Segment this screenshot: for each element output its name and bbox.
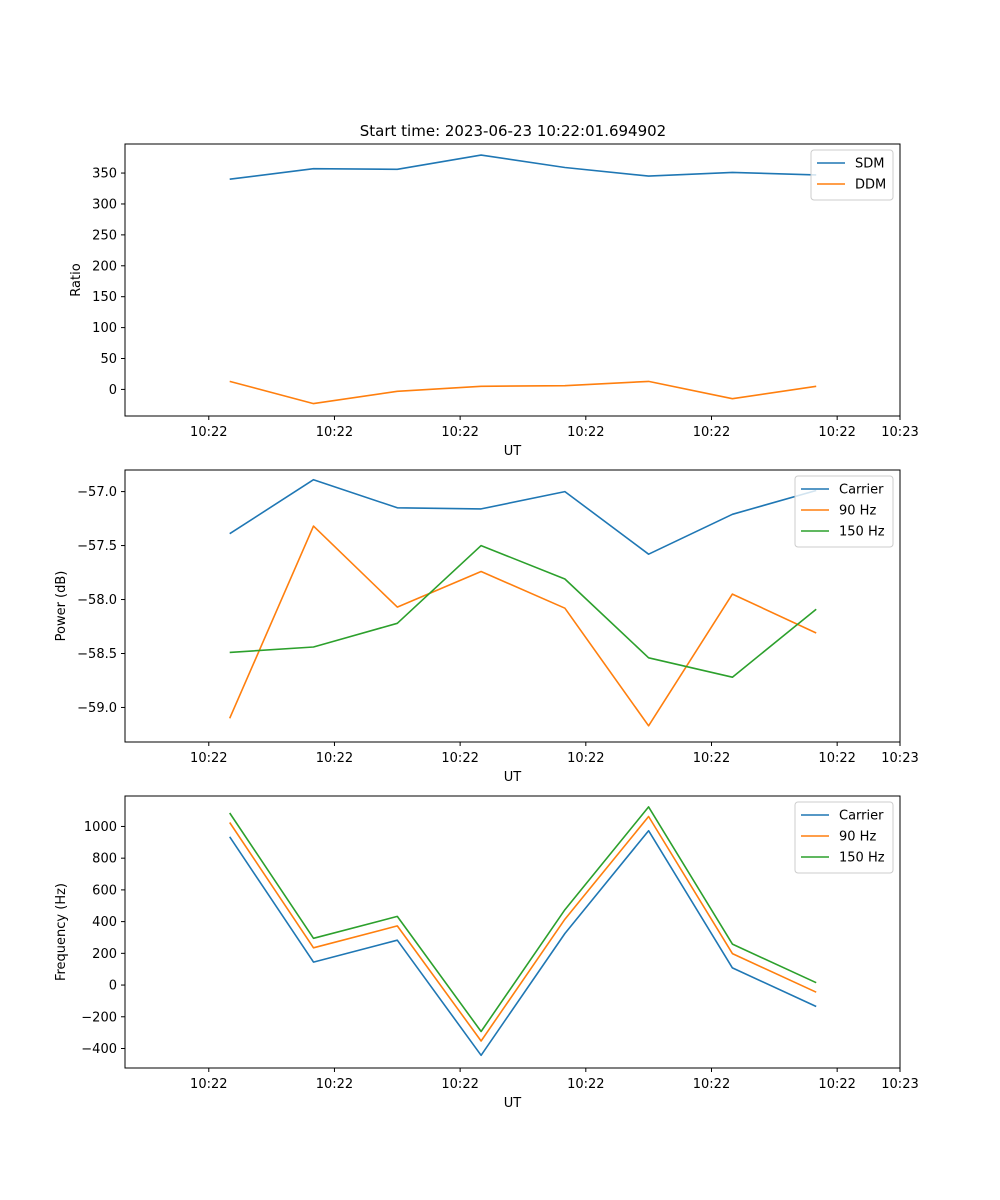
y-tick-label: −59.0 [77, 701, 117, 716]
y-tick-label: −58.0 [77, 593, 117, 608]
x-tick-label: 10:22 [818, 751, 855, 766]
series-line-2 [228, 525, 817, 727]
x-tick-label: 10:22 [316, 1077, 353, 1092]
series-line-2 [229, 380, 817, 405]
y-tick-label: 350 [92, 167, 117, 182]
series-line-1 [229, 154, 817, 180]
chart-panel-2: 10:22 10:22 10:22 10:22 10:22 10:22 10:23 −59.0… [54, 469, 919, 785]
x-tick-label: 10:22 [441, 425, 478, 440]
y-axis-label: Frequency (Hz) [54, 883, 69, 981]
y-tick-label: 250 [92, 228, 117, 243]
legend-label: Carrier [839, 483, 884, 498]
x-tick-label: 10:23 [881, 751, 918, 766]
y-tick-label: 200 [92, 259, 117, 274]
axes-frame [124, 143, 901, 417]
legend-label: SDM [855, 157, 884, 172]
legend: Carrier 90 Hz 150 Hz [794, 475, 894, 548]
legend-label: 90 Hz [839, 830, 876, 845]
y-tick-label: 800 [92, 852, 117, 867]
x-tick-label: 10:22 [567, 751, 604, 766]
y-tick-label: 150 [92, 290, 117, 305]
y-tick-label: −57.0 [77, 485, 117, 500]
series-line-2 [229, 815, 817, 1042]
y-tick-label: 200 [92, 947, 117, 962]
series-line-1 [229, 478, 817, 556]
chart-panel-3: 10:22 10:22 10:22 10:22 10:22 10:22 10:23 −400 −… [54, 795, 919, 1111]
y-tick-label: 600 [92, 883, 117, 898]
x-tick-label: 10:22 [567, 425, 604, 440]
axes-frame [124, 469, 901, 743]
y-tick-label: −400 [81, 1042, 117, 1057]
legend-box [794, 475, 894, 548]
x-tick-label: 10:22 [693, 1077, 730, 1092]
y-tick-label: −57.5 [77, 539, 117, 554]
x-axis-label: UT [504, 444, 522, 459]
x-tick-label: 10:22 [693, 751, 730, 766]
y-tick-label: 0 [109, 979, 117, 994]
legend-label: 150 Hz [839, 525, 885, 540]
x-tick-label: 10:22 [316, 425, 353, 440]
x-tick-label: 10:22 [441, 751, 478, 766]
chart-panel-1: 10:22 10:22 10:22 10:22 10:22 10:22 10:23 0 50 10… [69, 143, 919, 459]
y-tick-label: −200 [81, 1010, 117, 1025]
x-tick-label: 10:22 [567, 1077, 604, 1092]
legend: Carrier 90 Hz 150 Hz [794, 801, 894, 874]
y-tick-label: 1000 [84, 820, 117, 835]
x-tick-label: 10:22 [818, 425, 855, 440]
y-tick-label: 50 [100, 352, 117, 367]
series-line-1 [229, 829, 817, 1057]
series-line-3 [229, 544, 817, 679]
figure-title: Start time: 2023-06-23 10:22:01.694902 [360, 122, 666, 140]
x-tick-label: 10:22 [441, 1077, 478, 1092]
x-tick-label: 10:22 [190, 751, 227, 766]
x-tick-label: 10:23 [881, 1077, 918, 1092]
x-tick-label: 10:22 [316, 751, 353, 766]
y-tick-label: 100 [92, 321, 117, 336]
legend-label: 150 Hz [839, 851, 885, 866]
legend-label: 90 Hz [839, 504, 876, 519]
y-axis-label: Ratio [69, 263, 84, 296]
legend-label: DDM [855, 178, 886, 193]
x-tick-label: 10:22 [190, 425, 227, 440]
y-axis-label: Power (dB) [54, 571, 69, 642]
legend: SDM DDM [810, 149, 894, 201]
x-tick-label: 10:23 [881, 425, 918, 440]
series-line-3 [229, 806, 817, 1033]
x-tick-label: 10:22 [693, 425, 730, 440]
y-tick-label: 400 [92, 915, 117, 930]
x-tick-label: 10:22 [818, 1077, 855, 1092]
y-tick-label: 0 [109, 383, 117, 398]
legend-box [794, 801, 894, 874]
y-tick-label: 300 [92, 197, 117, 212]
x-tick-label: 10:22 [190, 1077, 227, 1092]
axes-frame [124, 795, 901, 1069]
chart-panels: 10:22 10:22 10:22 10:22 10:22 10:22 10:23 0 50 10… [54, 143, 919, 1111]
x-axis-label: UT [504, 770, 522, 785]
legend-label: Carrier [839, 809, 884, 824]
x-axis-label: UT [504, 1096, 522, 1111]
y-tick-label: −58.5 [77, 647, 117, 662]
